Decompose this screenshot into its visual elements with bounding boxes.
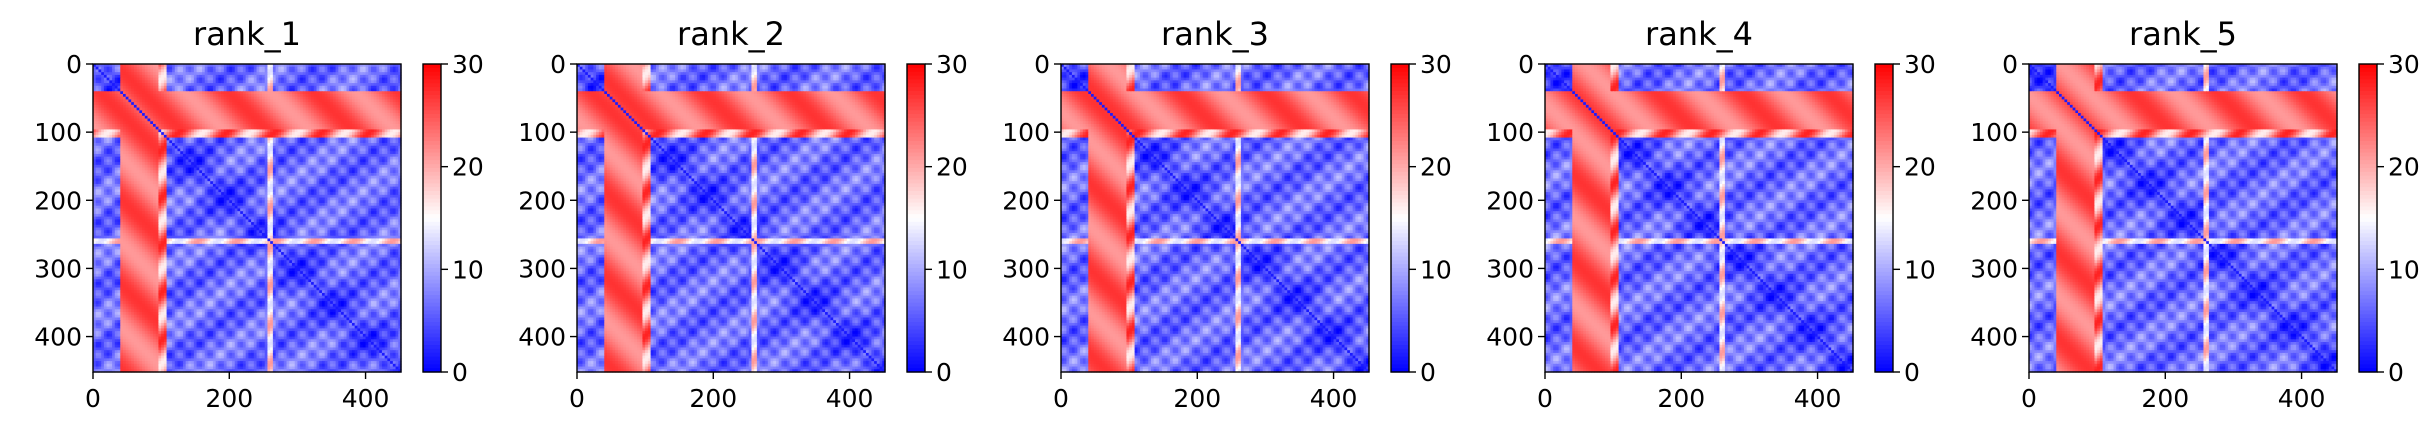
heatmap xyxy=(93,64,402,373)
panel-title: rank_1 xyxy=(193,15,301,53)
